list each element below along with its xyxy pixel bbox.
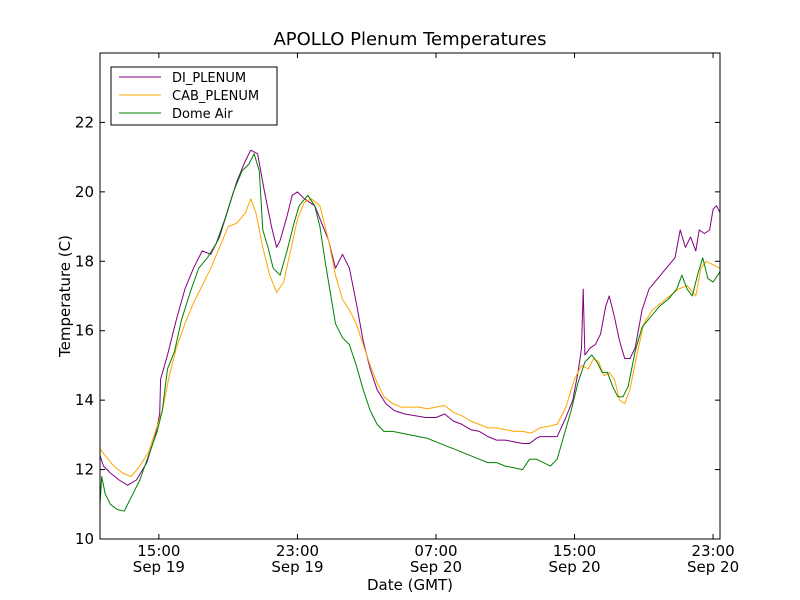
x-tick-label-time: 15:00 [137, 542, 180, 560]
series-line-dome-air [99, 153, 721, 512]
legend-label-dome-air: Dome Air [172, 107, 233, 122]
x-tick-label-date: Sep 20 [548, 558, 600, 576]
x-axis-label: Date (GMT) [367, 576, 453, 594]
plot-frame [99, 52, 721, 540]
y-axis: 10 12 14 16 18 20 22 [75, 113, 720, 548]
series-line-cab-plenum [99, 198, 721, 477]
y-tick-label: 12 [75, 461, 94, 479]
legend-label-di-plenum: DI_PLENUM [172, 71, 246, 86]
y-axis-label: Temperature (C) [56, 235, 74, 358]
y-tick-label: 20 [75, 183, 94, 201]
y-tick-label: 18 [75, 252, 94, 270]
x-tick-label-time: 15:00 [553, 542, 596, 560]
x-tick-label-time: 23:00 [691, 542, 734, 560]
plot-series [99, 149, 721, 512]
legend: DI_PLENUM CAB_PLENUM Dome Air [110, 66, 278, 126]
x-tick-label-time: 07:00 [414, 542, 457, 560]
y-tick-label: 10 [75, 530, 94, 548]
x-tick-label-date: Sep 20 [410, 558, 462, 576]
legend-label-cab-plenum: CAB_PLENUM [172, 89, 259, 104]
y-tick-label: 16 [75, 322, 94, 340]
x-tick-label-time: 23:00 [276, 542, 319, 560]
x-tick-label-date: Sep 20 [687, 558, 739, 576]
x-tick-label-date: Sep 19 [133, 558, 185, 576]
y-tick-label: 14 [75, 391, 94, 409]
x-tick-label-date: Sep 19 [271, 558, 323, 576]
y-tick-label: 22 [75, 113, 94, 131]
series-line-di-plenum [99, 149, 721, 486]
chart-title: APOLLO Plenum Temperatures [273, 29, 546, 50]
